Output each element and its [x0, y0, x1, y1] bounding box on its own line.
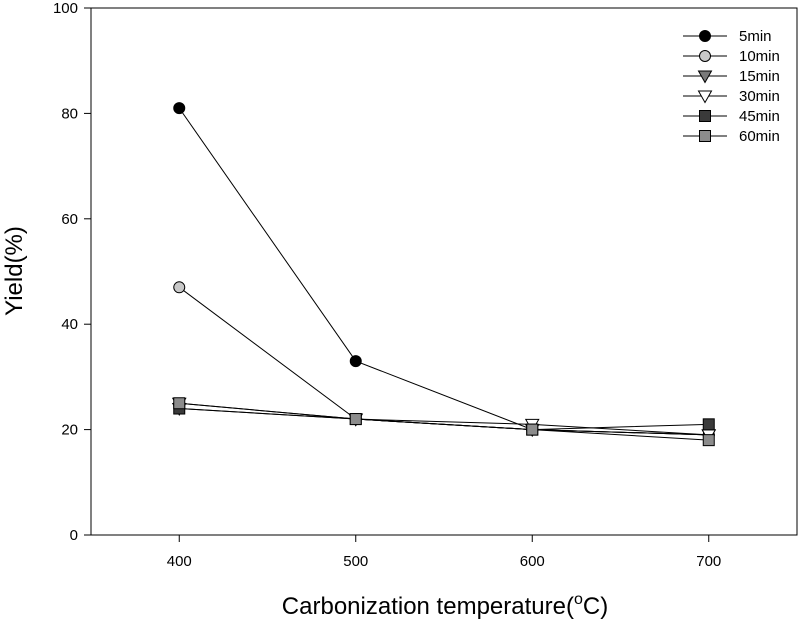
- series-lines: [178, 107, 709, 441]
- x-axis-ticks: 400 500 600 700: [167, 535, 721, 570]
- plot-frame: [90, 7, 798, 536]
- data-point-60min: [173, 397, 186, 410]
- legend-marker-60min: [699, 130, 711, 142]
- series-line-60min: [179, 402, 709, 441]
- legend-label-5min: 5min: [739, 28, 772, 45]
- series-line-45min: [179, 408, 709, 431]
- legend-label-10min: 10min: [739, 48, 780, 65]
- data-point-60min: [349, 413, 362, 426]
- series-line-10min: [178, 286, 709, 436]
- y-tick-label: 60: [61, 211, 78, 228]
- legend-label-45min: 45min: [739, 108, 780, 125]
- x-axis-title-main: Carbonization temperature: [282, 593, 566, 620]
- legend-marker-45min: [699, 110, 711, 122]
- y-tick-label: 20: [61, 422, 78, 439]
- legend: 5min 10min 15min 30min 45min 60min: [683, 28, 780, 145]
- legend-marker-15min: [697, 70, 713, 84]
- x-axis-title: Carbonization temperature(oC): [282, 591, 608, 620]
- x-tick-label: 400: [167, 553, 192, 570]
- y-axis-title: Yield(%): [1, 226, 28, 316]
- data-point-5min: [173, 102, 186, 115]
- x-axis-title-open-paren: (: [566, 593, 574, 620]
- data-point-10min: [173, 281, 186, 294]
- x-axis-title-unit: C): [583, 593, 608, 620]
- x-axis-title-degree-sup: o: [574, 591, 583, 608]
- legend-marker-30min: [697, 90, 713, 104]
- x-tick-label: 700: [696, 553, 721, 570]
- legend-marker-10min: [699, 50, 711, 62]
- series-line-30min: [179, 402, 709, 436]
- data-point-5min: [349, 355, 362, 368]
- series-markers: [171, 102, 717, 447]
- legend-label-15min: 15min: [739, 68, 780, 85]
- y-tick-label: 100: [53, 0, 78, 17]
- series-line-5min: [178, 107, 709, 436]
- y-tick-label: 0: [70, 527, 78, 544]
- data-point-60min: [702, 434, 715, 447]
- legend-marker-5min: [699, 30, 711, 42]
- y-tick-label: 40: [61, 316, 78, 333]
- y-axis-ticks: 0 20 40 60 80 100: [53, 0, 91, 544]
- legend-label-60min: 60min: [739, 128, 780, 145]
- x-tick-label: 600: [520, 553, 545, 570]
- data-point-45min: [702, 418, 715, 431]
- data-point-60min: [526, 423, 539, 436]
- legend-label-30min: 30min: [739, 88, 780, 105]
- y-tick-label: 80: [61, 105, 78, 122]
- x-tick-label: 500: [343, 553, 368, 570]
